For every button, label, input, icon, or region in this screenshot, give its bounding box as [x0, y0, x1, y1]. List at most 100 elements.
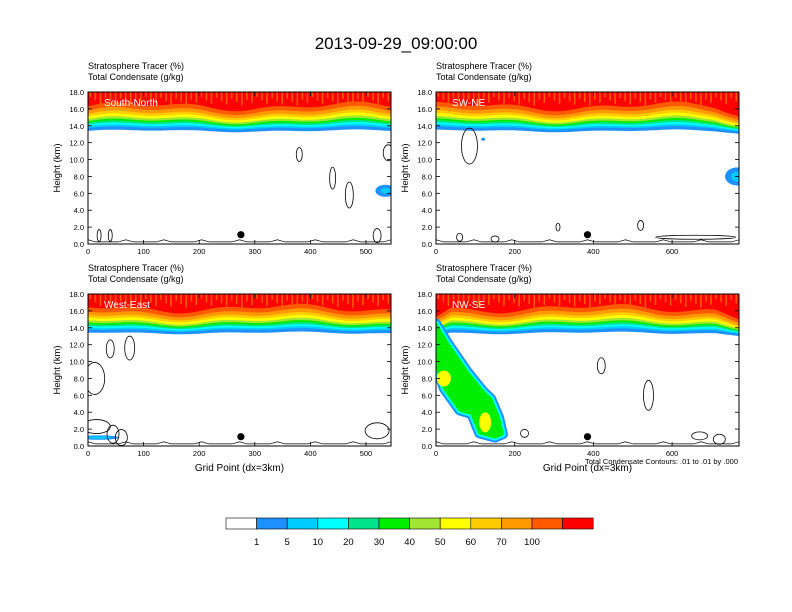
tracer-streak: [518, 92, 520, 105]
tracer-streak: [720, 92, 722, 101]
tracer-streak: [624, 92, 626, 102]
tracer-streak: [175, 92, 177, 99]
tracer-streak: [205, 294, 208, 303]
tracer-streak: [659, 294, 662, 300]
tracer-streak: [649, 294, 652, 302]
tracer-streak: [649, 92, 652, 100]
tracer-streak: [715, 294, 717, 300]
tracer-streak: [543, 92, 546, 103]
tracer-streak: [619, 294, 621, 300]
tracer-streak: [311, 294, 314, 300]
tracer-streak: [352, 92, 354, 106]
x-tick-label: 400: [587, 449, 600, 458]
tracer-streak: [508, 294, 510, 300]
tracer-streak: [180, 92, 183, 103]
tracer-streak: [558, 294, 561, 306]
tracer-streak: [326, 92, 329, 98]
tracer-streak: [528, 294, 531, 305]
terrain-line: [88, 441, 391, 445]
tracer-streak: [644, 92, 647, 106]
tracer-streak: [321, 294, 324, 306]
condensate-contour: [372, 228, 382, 243]
y-axis-label: Height (km): [52, 345, 63, 394]
tracer-streak: [503, 92, 505, 104]
tracer-band: [436, 294, 739, 320]
tracer-streak: [266, 294, 268, 306]
tracer-band: [88, 294, 391, 314]
y-axis-label: Height (km): [400, 143, 411, 192]
tracer-blob: [88, 436, 112, 439]
colorbar-label: 5: [285, 537, 290, 548]
tracer-streak: [548, 92, 551, 98]
tracer-streak: [291, 294, 294, 305]
tracer-streak: [266, 92, 268, 104]
tracer-streak: [241, 92, 243, 106]
tracer-streak: [109, 92, 112, 102]
x-tick-label: 500: [360, 247, 373, 256]
tracer-streak: [331, 92, 334, 102]
tracer-intrusion-core: [436, 370, 451, 387]
tracer-streak: [382, 92, 385, 98]
plot-frame: [435, 91, 740, 245]
tracer-streak: [261, 294, 263, 303]
tracer-streak: [467, 92, 470, 99]
y-tick-label: 2.0: [422, 425, 432, 434]
figure-title: 2013-09-29_09:00:00: [315, 34, 478, 53]
tracer-streak: [619, 92, 621, 98]
stratosphere-tracer-field: [436, 294, 739, 446]
y-tick-label: 18.0: [417, 290, 432, 299]
tracer-streak: [276, 92, 278, 102]
y-tick-label: 16.0: [69, 105, 84, 114]
panel-subtitle: Total Condensate (g/kg): [88, 274, 184, 284]
tracer-streak: [482, 294, 485, 302]
tracer-streak: [205, 92, 208, 101]
x-tick-label: 400: [587, 247, 600, 256]
tracer-streak: [362, 92, 364, 103]
tracer-streak: [457, 294, 460, 304]
y-tick-label: 0.0: [74, 442, 84, 451]
colorbar-label: 60: [466, 537, 477, 548]
tracer-streak: [261, 92, 263, 101]
panel-sw-ne: Stratosphere Tracer (%)Total Condensate …: [400, 61, 740, 256]
tracer-streak: [679, 294, 682, 304]
tracer-streak: [372, 294, 374, 303]
colorbar-swatch: [225, 517, 257, 530]
tracer-streak: [690, 92, 692, 99]
colorbar-label: 50: [435, 537, 446, 548]
colorbar-label: 20: [343, 537, 354, 548]
tracer-streak: [246, 92, 248, 100]
tracer-streak: [700, 294, 702, 308]
tracer-streak: [523, 92, 525, 99]
tracer-streak: [235, 92, 238, 103]
tracer-streak: [160, 294, 162, 300]
tracer-streak: [442, 294, 445, 303]
x-axis-label: Grid Point (dx=3km): [195, 463, 284, 474]
tracer-streak: [528, 92, 531, 103]
tracer-streak: [357, 294, 359, 302]
tracer-streak: [246, 294, 248, 302]
tracer-streak: [548, 294, 551, 300]
y-tick-label: 6.0: [422, 391, 432, 400]
tracer-streak: [377, 294, 379, 306]
tracer-streak: [644, 294, 647, 308]
x-tick-label: 0: [86, 247, 90, 256]
tracer-streak: [220, 294, 223, 304]
tracer-streak: [614, 294, 616, 306]
tracer-streak: [452, 92, 455, 98]
x-tick-label: 600: [666, 449, 679, 458]
tracer-streak: [251, 92, 253, 103]
tracer-streak: [629, 294, 632, 307]
tracer-streak: [119, 92, 122, 99]
tracer-streak: [513, 294, 515, 304]
tracer-streak: [220, 92, 223, 102]
tracer-streak: [357, 92, 359, 100]
tracer-streak: [457, 92, 460, 102]
tracer-streak: [578, 294, 581, 301]
tracer-streak: [720, 294, 722, 303]
tracer-streak: [316, 92, 319, 101]
tracer-streak: [336, 294, 339, 307]
tracer-streak: [286, 294, 289, 301]
tracer-streak: [114, 294, 117, 307]
tracer-streak: [533, 294, 536, 308]
tracer-streak: [735, 294, 738, 304]
